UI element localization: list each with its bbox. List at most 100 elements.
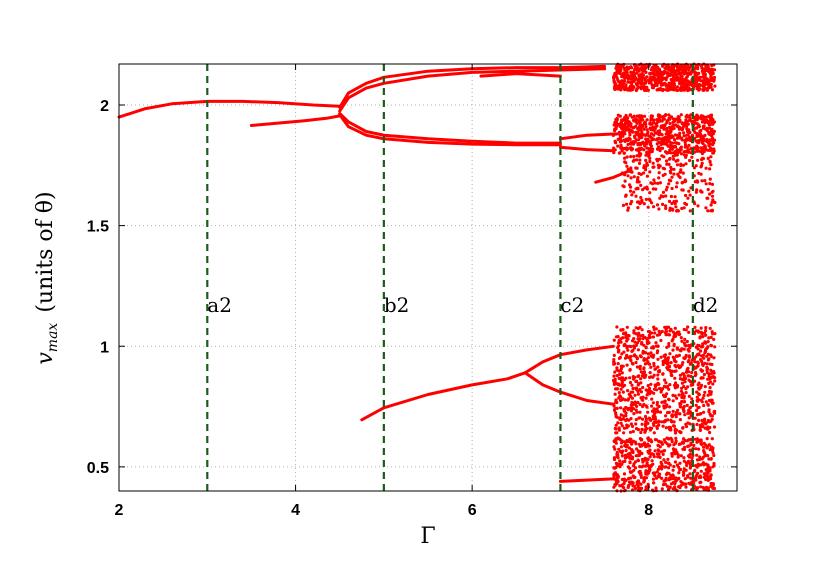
chaos-point: [622, 151, 626, 155]
chaos-point: [709, 73, 713, 77]
chaos-point: [619, 445, 624, 449]
chaos-point: [671, 487, 675, 491]
chaos-point: [622, 350, 626, 354]
chaos-point: [663, 141, 667, 145]
chaos-point: [668, 352, 672, 356]
chaos-point: [666, 461, 670, 465]
chaos-point: [650, 452, 654, 456]
chaos-point: [705, 437, 709, 441]
chaos-point: [642, 171, 646, 175]
chaos-point: [706, 340, 710, 344]
chaos-point: [695, 132, 699, 136]
chaos-point: [639, 430, 643, 435]
chaos-point: [663, 325, 667, 329]
chaos-point: [617, 428, 622, 432]
plot-frame: [118, 63, 738, 492]
chaos-point: [679, 148, 683, 152]
chaos-point: [650, 397, 654, 401]
chaos-point: [682, 376, 687, 380]
chaos-point: [693, 180, 697, 184]
chaos-point: [618, 372, 622, 376]
chaos-point: [648, 335, 652, 339]
chaos-point: [705, 126, 709, 130]
chaos-point: [675, 347, 679, 351]
chaos-point: [696, 65, 700, 69]
chaos-point: [628, 380, 633, 385]
chaos-point: [660, 467, 664, 471]
chaos-point: [618, 459, 622, 463]
chaos-point: [658, 113, 662, 118]
chaos-point: [614, 431, 618, 435]
chaos-point: [640, 131, 644, 135]
chaos-point: [709, 147, 714, 151]
chaos-point: [697, 149, 701, 153]
chaos-point: [652, 431, 656, 435]
chaos-point: [618, 462, 622, 466]
chaos-point: [632, 468, 636, 472]
chaos-point: [631, 362, 635, 366]
chaos-point: [644, 197, 649, 201]
chaos-point: [618, 114, 622, 118]
chaos-point: [641, 404, 645, 409]
chaos-point: [675, 181, 679, 185]
chaos-point: [637, 442, 641, 446]
chaos-point: [703, 385, 707, 389]
chaos-point: [648, 375, 652, 379]
chaos-point: [682, 206, 686, 210]
chaos-point: [675, 148, 679, 152]
chaos-point: [673, 429, 677, 433]
chaos-point: [616, 87, 620, 91]
chaos-point: [617, 391, 621, 395]
chaos-point: [676, 172, 680, 176]
chaos-point: [666, 418, 670, 422]
chaos-point: [668, 148, 672, 152]
chaos-point: [706, 187, 710, 192]
chaos-point: [682, 79, 686, 83]
chaos-point: [629, 202, 633, 206]
chaos-point: [684, 485, 688, 489]
chaos-point: [681, 426, 685, 430]
chaos-point: [680, 188, 684, 192]
chaos-point: [670, 134, 674, 138]
chaos-point: [642, 121, 646, 125]
chaos-point: [646, 205, 650, 209]
chaos-point: [674, 205, 678, 209]
chaos-point: [632, 462, 636, 466]
chaos-point: [630, 349, 634, 353]
chaos-point: [661, 483, 666, 487]
chaos-point: [679, 389, 684, 393]
chaos-point: [697, 393, 701, 397]
chaos-point: [632, 475, 636, 479]
chaos-point: [688, 158, 692, 163]
chaos-point: [684, 202, 689, 207]
chaos-point: [644, 396, 648, 400]
chaos-point: [688, 362, 693, 366]
chaos-point: [679, 64, 683, 68]
chaos-point: [620, 130, 624, 134]
chaos-point: [655, 142, 659, 146]
chaos-point: [665, 392, 669, 396]
chaos-point: [638, 81, 642, 85]
chaos-point: [672, 464, 676, 469]
chaos-point: [620, 149, 624, 153]
chaos-point: [636, 130, 640, 134]
chaos-point: [637, 74, 641, 78]
chaos-point: [702, 372, 707, 377]
chaos-point: [699, 485, 703, 489]
chaos-point: [660, 442, 665, 446]
chaos-point: [677, 353, 682, 357]
chaos-point: [681, 361, 685, 365]
chaos-point: [682, 131, 686, 135]
chaos-point: [637, 171, 641, 176]
chaos-point: [623, 156, 627, 160]
branch-line: [479, 72, 562, 78]
chaos-point: [652, 391, 656, 395]
chaos-point: [632, 190, 636, 194]
chaos-point: [649, 144, 654, 148]
chaos-point: [615, 64, 619, 68]
chaos-point: [668, 329, 672, 333]
chaos-point: [651, 147, 655, 151]
chaos-point: [710, 69, 715, 73]
chaos-point: [697, 447, 701, 451]
chaos-point: [644, 70, 648, 74]
